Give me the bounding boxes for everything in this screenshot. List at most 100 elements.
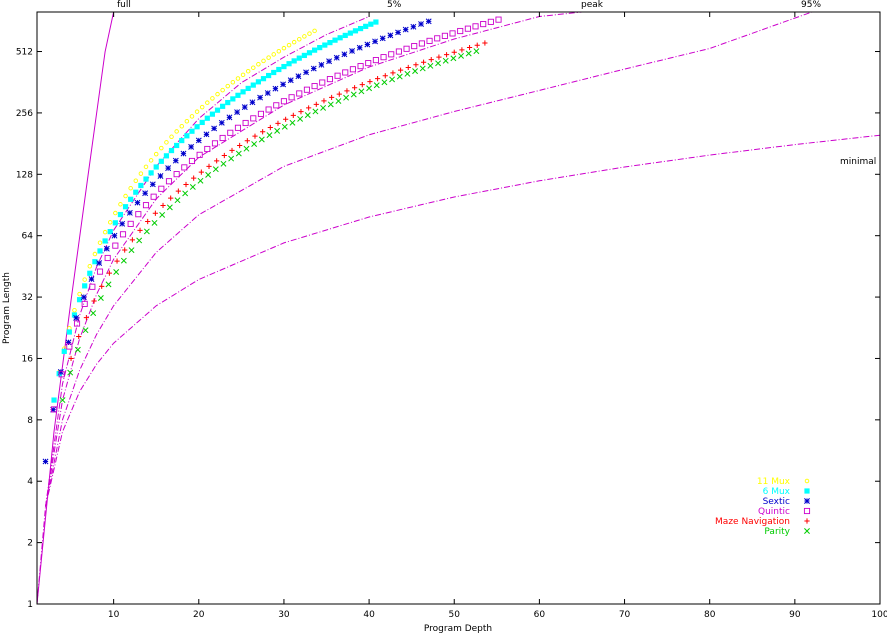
data-point xyxy=(260,129,266,135)
data-point xyxy=(220,103,226,109)
x-tick-label: 40 xyxy=(363,610,375,620)
data-point xyxy=(306,50,313,56)
data-point xyxy=(258,136,265,143)
data-point xyxy=(271,69,277,76)
data-point xyxy=(357,63,364,70)
curve-label-full: full xyxy=(117,0,131,10)
y-tick-label: 64 xyxy=(22,232,34,242)
data-point xyxy=(112,220,118,226)
data-point xyxy=(411,43,418,50)
data-point xyxy=(281,63,287,70)
data-point xyxy=(379,35,386,42)
data-point xyxy=(218,119,225,126)
data-point xyxy=(76,297,83,303)
data-point xyxy=(206,163,212,169)
data-point xyxy=(103,245,110,252)
data-point xyxy=(107,220,113,225)
data-point xyxy=(166,204,173,211)
data-point xyxy=(143,164,149,170)
data-point xyxy=(111,232,118,239)
data-point xyxy=(107,229,113,235)
data-point xyxy=(159,145,164,151)
data-point xyxy=(61,348,67,354)
data-point xyxy=(209,111,216,117)
data-point xyxy=(165,165,172,172)
data-point xyxy=(123,193,128,199)
data-point xyxy=(168,195,174,201)
data-point xyxy=(350,91,357,98)
data-point xyxy=(804,478,810,484)
data-point xyxy=(235,150,242,157)
data-point xyxy=(158,158,164,164)
data-point xyxy=(199,119,205,126)
series-parity xyxy=(59,48,480,404)
data-point xyxy=(97,295,104,301)
data-point xyxy=(76,333,82,340)
data-point xyxy=(136,237,143,244)
data-point xyxy=(260,76,267,82)
data-point xyxy=(404,70,411,77)
data-point xyxy=(357,25,364,32)
data-point xyxy=(173,171,180,178)
x-tick-label: 20 xyxy=(193,610,205,620)
data-point xyxy=(335,98,342,104)
y-tick-label: 8 xyxy=(27,416,33,426)
data-point xyxy=(250,115,257,122)
data-point xyxy=(261,58,266,64)
data-point xyxy=(466,44,473,51)
data-point xyxy=(306,105,312,111)
data-point xyxy=(89,283,96,290)
y-tick-label: 1 xyxy=(27,600,33,610)
data-point xyxy=(803,507,811,515)
reference-curve-full xyxy=(37,12,115,604)
data-point xyxy=(458,52,465,59)
legend-label: Parity xyxy=(764,527,790,537)
data-point xyxy=(418,21,424,27)
data-point xyxy=(212,166,219,173)
data-point xyxy=(342,32,348,39)
data-point xyxy=(413,62,419,68)
data-point xyxy=(50,406,57,413)
data-point xyxy=(138,171,144,176)
data-point xyxy=(237,142,243,149)
data-point xyxy=(74,346,81,353)
data-point xyxy=(375,76,381,82)
data-point xyxy=(312,108,319,115)
series-6-mux xyxy=(51,19,379,403)
data-point xyxy=(320,104,327,111)
data-point xyxy=(66,343,73,350)
data-point xyxy=(118,202,123,207)
data-point xyxy=(194,124,200,130)
data-point xyxy=(189,114,195,119)
data-point xyxy=(230,96,236,102)
data-point xyxy=(191,175,197,181)
data-point xyxy=(303,69,310,76)
curve-label-5pct: 5% xyxy=(387,0,402,10)
data-point xyxy=(356,44,363,51)
data-point xyxy=(96,260,103,267)
series-maze-navigation xyxy=(68,40,488,362)
data-point xyxy=(102,238,108,244)
data-point xyxy=(174,129,179,134)
data-point xyxy=(199,104,205,110)
data-point xyxy=(326,58,333,65)
data-point xyxy=(359,82,365,88)
data-point xyxy=(273,102,280,109)
data-point xyxy=(280,81,287,88)
data-point xyxy=(180,150,187,157)
data-point xyxy=(804,528,810,534)
data-point xyxy=(153,151,159,157)
data-point xyxy=(225,83,230,89)
data-point xyxy=(168,147,175,154)
data-point xyxy=(117,211,124,218)
data-point xyxy=(464,25,471,32)
data-point xyxy=(68,355,74,362)
data-point xyxy=(90,310,97,317)
data-point xyxy=(205,171,212,178)
data-point xyxy=(465,50,472,57)
y-tick-label: 2 xyxy=(27,539,33,549)
data-point xyxy=(403,45,410,52)
data-point xyxy=(296,90,303,97)
data-point xyxy=(257,110,264,117)
